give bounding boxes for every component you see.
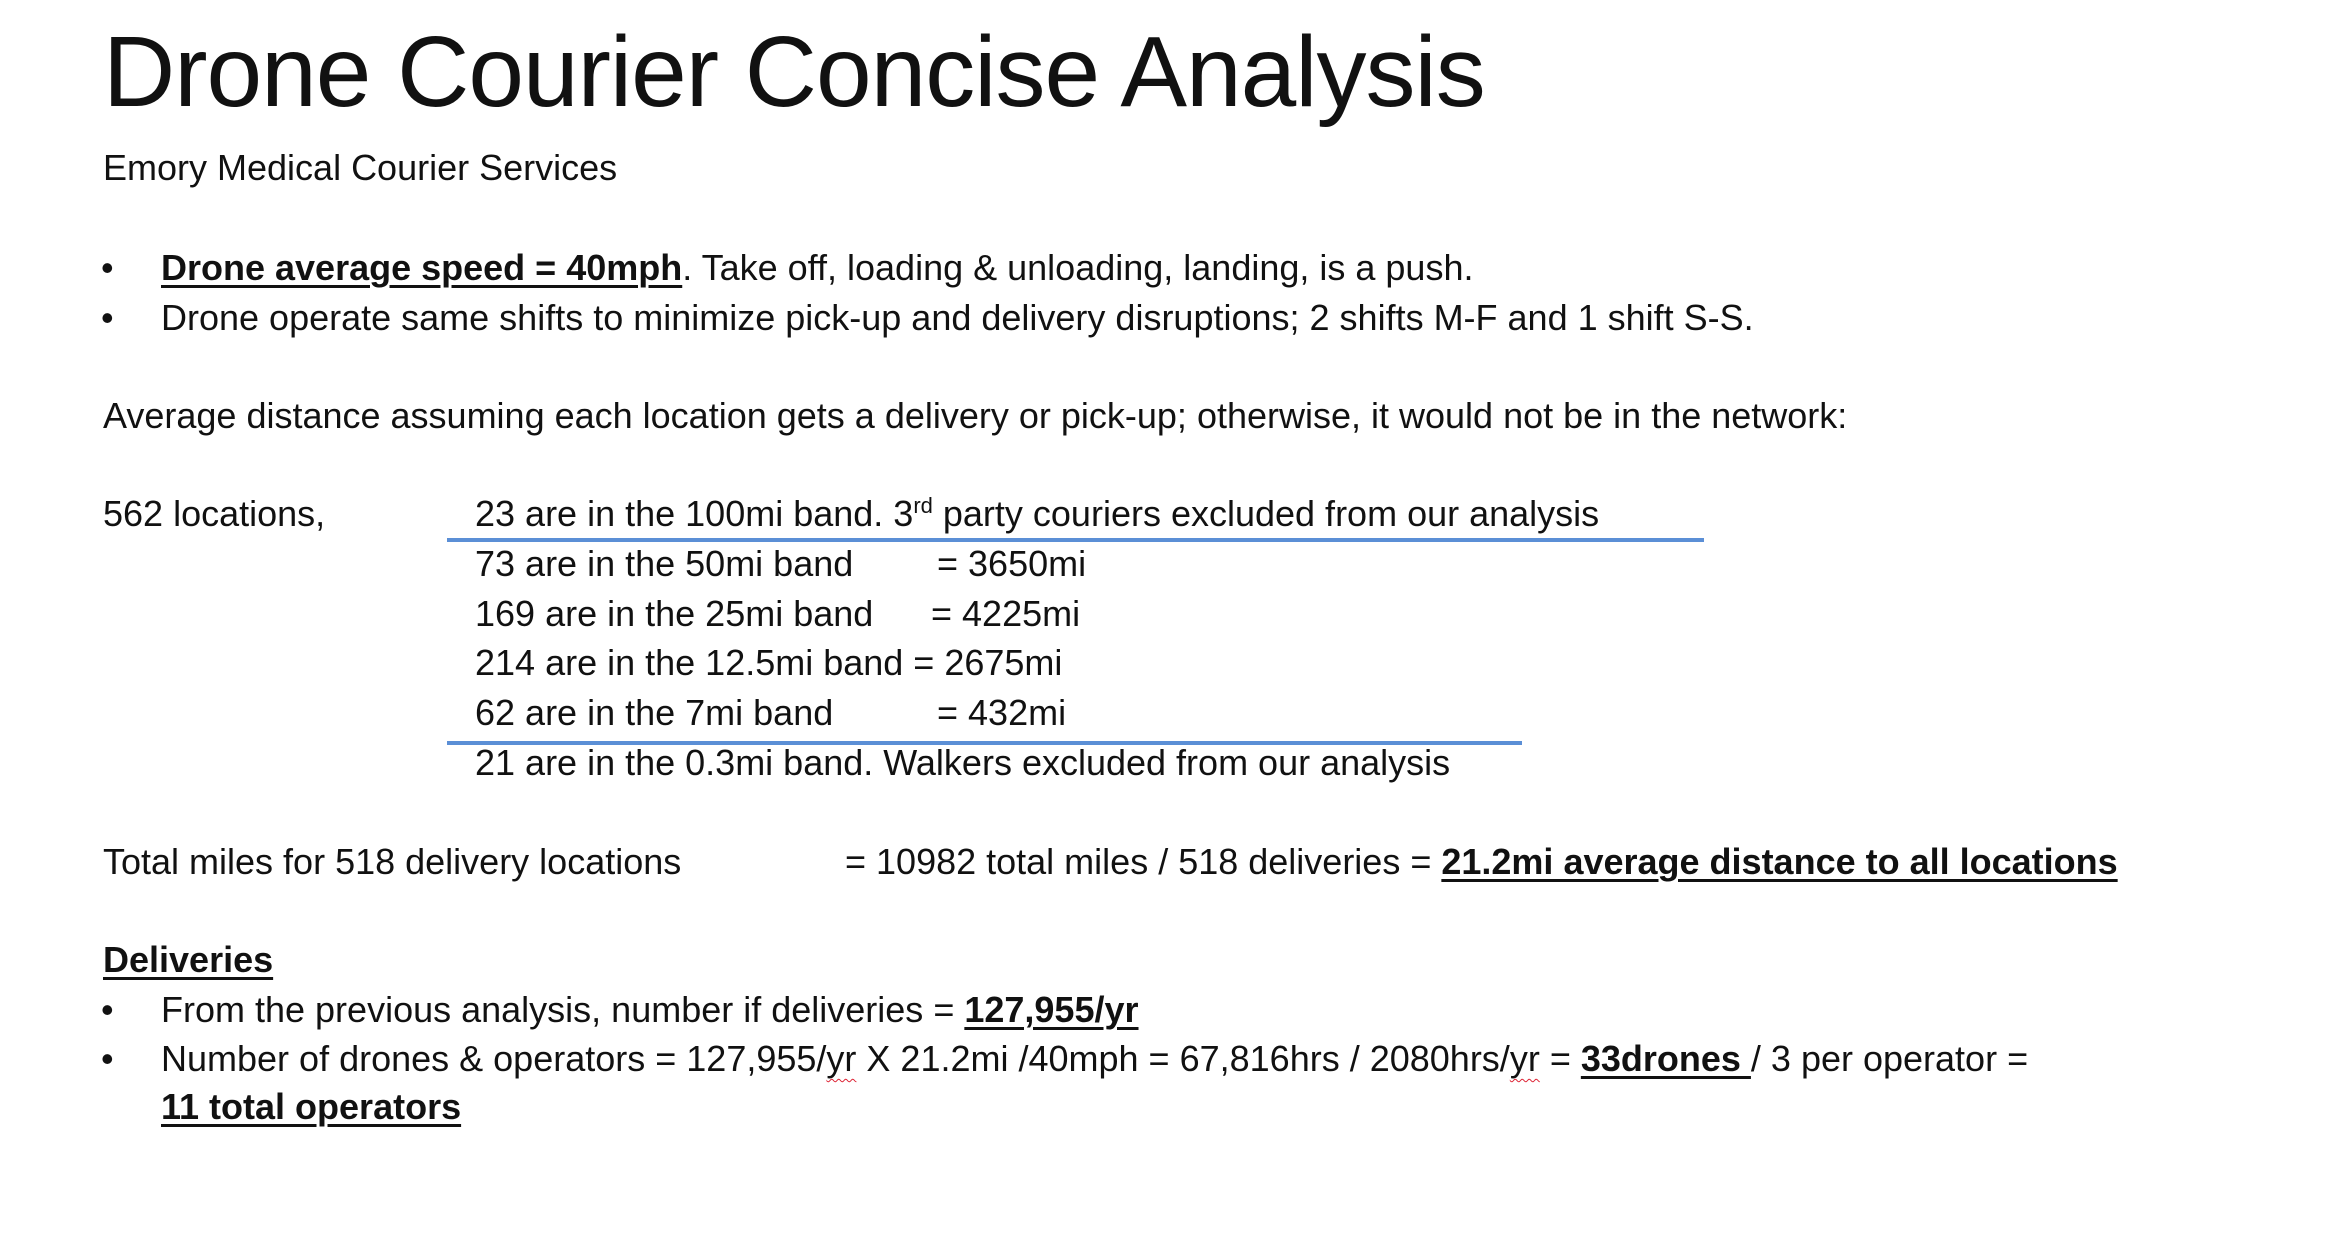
deliveries-heading: Deliveries (103, 939, 274, 980)
deliveries-count-text: From the previous analysis, number if de… (161, 989, 965, 1030)
bullet-marker: • (101, 1038, 114, 1079)
deliveries-count-bullet: From the previous analysis, number if de… (161, 988, 1139, 1032)
locations-label: 562 locations, (103, 493, 326, 534)
top-divider-line (447, 538, 1704, 542)
band-100mi-sup: rd (913, 493, 933, 518)
band-0-3mi: 21 are in the 0.3mi band. Walkers exclud… (475, 742, 1451, 783)
yr-spellcheck-2: yr (1509, 1038, 1540, 1079)
drones-text-b: X 21.2mi /40mph = 67,816hrs / 2080hrs/ (856, 1038, 1510, 1079)
speed-rest: . Take off, loading & unloading, landing… (682, 247, 1474, 288)
drones-operators-bullet: Number of drones & operators = 127,955/y… (161, 1037, 2028, 1081)
operators-total: 11 total operators (161, 1086, 462, 1127)
bottom-divider-line (447, 741, 1522, 745)
yr-spellcheck-1: yr (826, 1038, 857, 1079)
avg-distance-intro: Average distance assuming each location … (103, 395, 1848, 436)
band-25mi-total: = 4225mi (931, 593, 1081, 634)
deliveries-count-value: 127,955/yr (964, 989, 1139, 1030)
speed-bullet: Drone average speed = 40mph. Take off, l… (161, 246, 1473, 290)
drones-count: 33drones (1580, 1038, 1751, 1079)
shifts-bullet: Drone operate same shifts to minimize pi… (161, 297, 1754, 338)
band-25mi: 169 are in the 25mi band (475, 593, 874, 634)
drones-text-c: = (1539, 1038, 1581, 1079)
bullet-marker: • (101, 297, 114, 338)
total-calc: = 10982 total miles / 518 deliveries = 2… (845, 840, 2118, 884)
speed-highlight: Drone average speed = 40mph (161, 247, 683, 288)
drones-text-d: / 3 per operator = (1750, 1038, 2029, 1079)
subtitle: Emory Medical Courier Services (103, 147, 618, 188)
drones-text-a: Number of drones & operators = 127,955/ (161, 1038, 827, 1079)
bullet-marker: • (101, 989, 114, 1030)
average-distance-result: 21.2mi average distance to all locations (1441, 841, 2118, 882)
band-100mi-text: 23 are in the 100mi band. 3 (475, 493, 914, 534)
band-50mi: 73 are in the 50mi band (475, 543, 854, 584)
bullet-marker: • (101, 247, 114, 288)
band-7mi: 62 are in the 7mi band (475, 692, 834, 733)
band-7mi-total: = 432mi (937, 692, 1067, 733)
band-50mi-total: = 3650mi (937, 543, 1087, 584)
page-title: Drone Courier Concise Analysis (103, 16, 1486, 128)
total-calc-text: = 10982 total miles / 518 deliveries = (845, 841, 1442, 882)
band-100mi: 23 are in the 100mi band. 3rd party cour… (475, 492, 1599, 536)
band-12-5mi: 214 are in the 12.5mi band = 2675mi (475, 642, 1063, 683)
band-100mi-text-2: party couriers excluded from our analysi… (932, 493, 1600, 534)
total-label: Total miles for 518 delivery locations (103, 841, 682, 882)
